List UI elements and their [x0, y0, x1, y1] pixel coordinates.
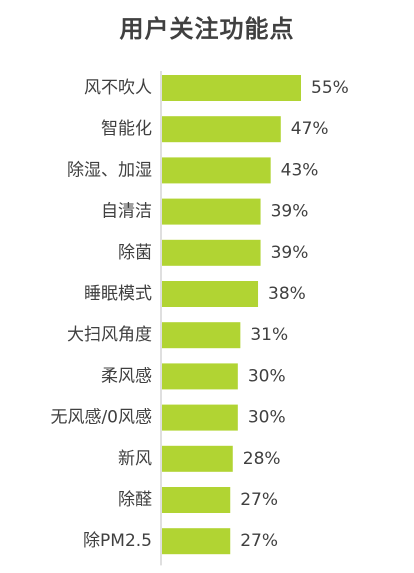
category-label: 睡眠模式	[84, 284, 152, 304]
data-label: 27%	[240, 531, 278, 551]
category-label: 智能化	[101, 119, 152, 139]
data-label: 38%	[268, 284, 306, 304]
data-label: 39%	[271, 243, 309, 263]
data-label: 27%	[240, 490, 278, 510]
bar	[162, 198, 261, 225]
data-label: 30%	[248, 408, 286, 428]
data-label: 43%	[281, 160, 319, 180]
category-label: 自清洁	[101, 202, 152, 222]
bar	[162, 239, 261, 266]
data-label: 31%	[250, 325, 288, 345]
category-label: 除菌	[118, 243, 152, 263]
bar	[162, 445, 233, 472]
data-label: 39%	[271, 202, 309, 222]
bar	[162, 322, 241, 349]
data-label: 55%	[311, 78, 349, 98]
bar	[162, 75, 301, 101]
category-label: 除PM2.5	[83, 531, 152, 551]
data-label: 30%	[248, 366, 286, 386]
chart-title: 用户关注功能点	[119, 15, 295, 43]
category-label: 除醛	[118, 490, 152, 510]
bar	[162, 281, 259, 307]
category-label: 新风	[118, 449, 152, 469]
category-label: 无风感/0风感	[50, 408, 152, 428]
category-label: 风不吹人	[84, 78, 152, 98]
bar	[162, 363, 238, 390]
data-label: 47%	[291, 119, 329, 139]
bar	[162, 157, 271, 184]
category-label: 柔风感	[101, 366, 152, 386]
bar	[162, 116, 281, 143]
category-label: 除湿、加湿	[67, 160, 152, 180]
bar	[162, 487, 231, 513]
bar	[162, 528, 231, 555]
bar	[162, 404, 238, 431]
category-label: 大扫风角度	[67, 325, 152, 345]
data-label: 28%	[243, 449, 281, 469]
